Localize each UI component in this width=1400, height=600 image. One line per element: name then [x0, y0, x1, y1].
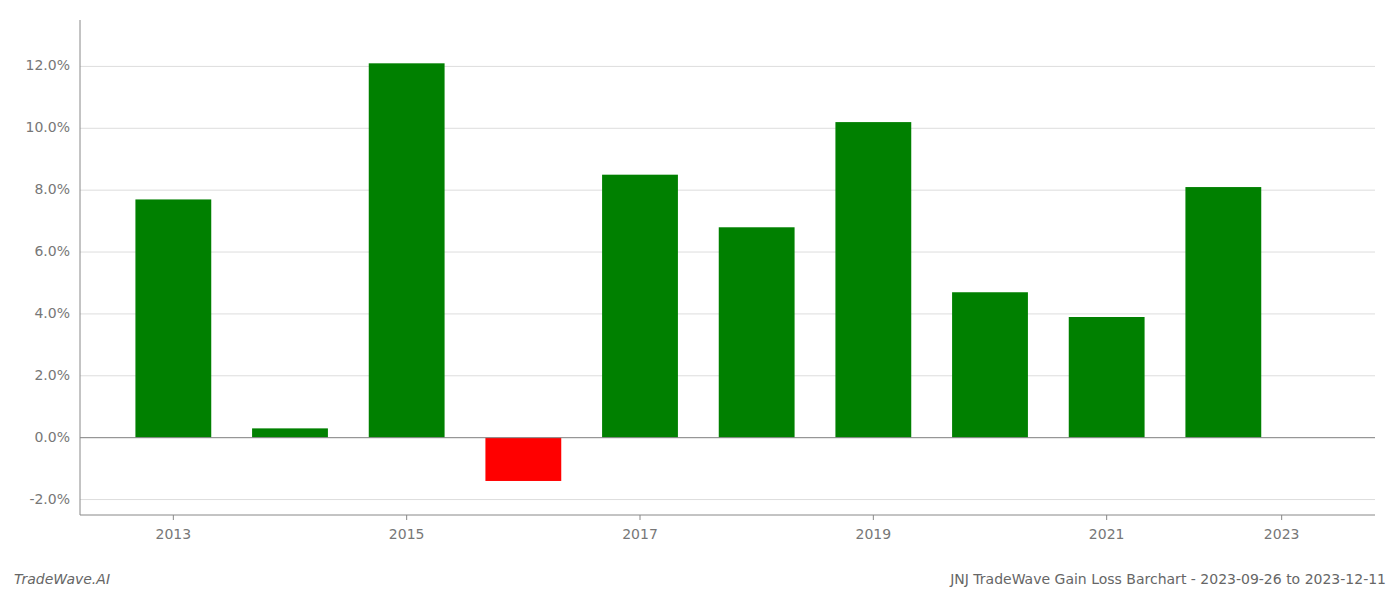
grid-line	[80, 437, 1375, 438]
x-tick	[1281, 515, 1282, 520]
y-tick-label: 0.0%	[34, 429, 70, 445]
zero-line	[80, 437, 1375, 438]
bar	[135, 199, 211, 437]
bar	[1069, 317, 1145, 438]
grid-line	[80, 66, 1375, 67]
y-axis-line	[80, 20, 81, 515]
bars	[135, 63, 1261, 481]
y-tick-label: -2.0%	[29, 491, 70, 507]
grid-line	[80, 128, 1375, 129]
y-tick-label: 4.0%	[34, 305, 70, 321]
x-tick	[173, 515, 174, 520]
bar	[252, 428, 328, 437]
x-tick-label: 2023	[1264, 526, 1300, 542]
bar	[485, 438, 561, 481]
grid-line	[80, 499, 1375, 500]
y-tick-label: 12.0%	[26, 57, 70, 73]
y-tick-label: 8.0%	[34, 181, 70, 197]
x-axis-line	[80, 515, 1375, 516]
bar	[369, 63, 445, 437]
x-tick	[873, 515, 874, 520]
x-tick-label: 2015	[389, 526, 425, 542]
bar	[719, 227, 795, 437]
x-tick	[640, 515, 641, 520]
y-tick-label: 6.0%	[34, 243, 70, 259]
y-tick-label: 2.0%	[34, 367, 70, 383]
x-tick-label: 2019	[856, 526, 892, 542]
grid	[80, 66, 1375, 499]
y-tick-label: 10.0%	[26, 119, 70, 135]
bar	[1185, 187, 1261, 438]
x-tick	[406, 515, 407, 520]
grid-line	[80, 190, 1375, 191]
bar	[952, 292, 1028, 437]
chart: -2.0% 0.0% 2.0% 4.0% 6.0% 8.0% 10.0% 12.0% 2013 2…	[0, 0, 1400, 600]
title: JNJ TradeWave Gain Loss Barchart - 2023-…	[949, 571, 1386, 587]
page: {"chart_data": {"type": "bar", "title": …	[0, 0, 1400, 600]
x-tick-label: 2017	[622, 526, 658, 542]
watermark: TradeWave.AI	[14, 571, 110, 587]
x-tick-label: 2021	[1089, 526, 1125, 542]
x-tick-label: 2013	[156, 526, 192, 542]
x-tick	[1106, 515, 1107, 520]
bar	[835, 122, 911, 438]
bar	[602, 175, 678, 438]
